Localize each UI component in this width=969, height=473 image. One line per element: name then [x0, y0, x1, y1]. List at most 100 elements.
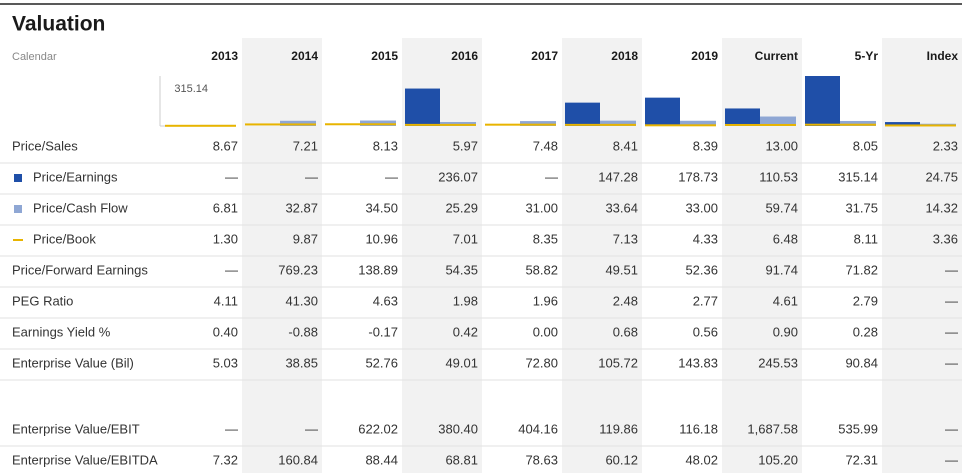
- cell: 25.29: [445, 200, 478, 215]
- cell: —: [385, 169, 398, 184]
- cell: 110.53: [759, 169, 798, 184]
- row-label: PEG Ratio: [12, 293, 73, 308]
- cell: -0.17: [368, 324, 398, 339]
- cell: 0.42: [453, 324, 478, 339]
- bar-line: [165, 124, 236, 127]
- bar-line: [725, 123, 796, 126]
- column-header: 2019: [691, 49, 718, 63]
- cell: —: [225, 421, 238, 436]
- cell: 71.82: [845, 262, 878, 277]
- cell: —: [945, 421, 958, 436]
- cell: 14.32: [925, 200, 958, 215]
- cell: 6.81: [213, 200, 238, 215]
- cell: 58.82: [525, 262, 558, 277]
- cell: -0.88: [288, 324, 318, 339]
- bar: [600, 120, 636, 126]
- cell: 178.73: [678, 169, 718, 184]
- column-header: 2017: [531, 49, 558, 63]
- cell: 147.28: [598, 169, 638, 184]
- column-header: 2018: [611, 49, 638, 63]
- cell: —: [945, 355, 958, 370]
- cell: —: [305, 421, 318, 436]
- cell: —: [225, 262, 238, 277]
- cell: 0.00: [533, 324, 558, 339]
- cell: 2.77: [693, 293, 718, 308]
- cell: —: [305, 169, 318, 184]
- cell: 1,687.58: [747, 421, 798, 436]
- cell: 0.56: [693, 324, 718, 339]
- cell: 9.87: [293, 231, 318, 246]
- cell: 31.00: [525, 200, 558, 215]
- cell: 7.21: [293, 138, 318, 153]
- cell: 0.40: [213, 324, 238, 339]
- cell: 2.79: [853, 293, 878, 308]
- scale-label: 315.14: [174, 83, 208, 95]
- cell: 2.33: [933, 138, 958, 153]
- cell: 33.64: [605, 200, 638, 215]
- cell: 105.20: [758, 452, 798, 467]
- row-label: Enterprise Value/EBIT: [12, 421, 140, 436]
- bar-line: [565, 123, 636, 126]
- cell: 5.03: [213, 355, 238, 370]
- bar: [280, 120, 316, 126]
- title: Valuation: [12, 13, 105, 36]
- cell: 88.44: [365, 452, 398, 467]
- legend-marker: [14, 205, 22, 213]
- cell: 8.41: [613, 138, 638, 153]
- cell: 91.74: [765, 262, 798, 277]
- cell: 119.86: [599, 421, 638, 436]
- bar-line: [885, 124, 956, 127]
- cell: 7.13: [613, 231, 638, 246]
- cell: 8.13: [373, 138, 398, 153]
- cell: 60.12: [605, 452, 638, 467]
- cell: 4.61: [773, 293, 798, 308]
- row-label: Price/Sales: [12, 138, 78, 153]
- row-label: Earnings Yield %: [12, 324, 111, 339]
- legend-marker: [14, 174, 22, 182]
- cell: 404.16: [518, 421, 558, 436]
- cell: 1.30: [213, 231, 238, 246]
- row-label: Price/Cash Flow: [33, 200, 128, 215]
- cell: 54.35: [445, 262, 478, 277]
- cell: 8.05: [853, 138, 878, 153]
- bar: [760, 116, 796, 126]
- cell: —: [225, 169, 238, 184]
- cell: 769.23: [278, 262, 318, 277]
- cell: 535.99: [838, 421, 878, 436]
- cell: 7.32: [213, 452, 238, 467]
- bar: [565, 102, 600, 126]
- cell: 41.30: [285, 293, 318, 308]
- cell: 1.98: [453, 293, 478, 308]
- cell: 72.31: [845, 452, 878, 467]
- cell: 105.72: [598, 355, 638, 370]
- cell: 0.68: [613, 324, 638, 339]
- bar-line: [805, 123, 876, 126]
- cell: 33.00: [685, 200, 718, 215]
- cell: —: [945, 262, 958, 277]
- bar-line: [645, 124, 716, 127]
- bar-line: [485, 123, 556, 126]
- row-label: Price/Forward Earnings: [12, 262, 148, 277]
- cell: 13.00: [765, 138, 798, 153]
- column-header: 2014: [291, 49, 318, 63]
- cell: 4.11: [214, 293, 238, 308]
- column-header: 2016: [451, 49, 478, 63]
- column-header: 5-Yr: [855, 49, 879, 63]
- cell: 4.63: [373, 293, 398, 308]
- cell: 1.96: [533, 293, 558, 308]
- cell: 32.87: [285, 200, 318, 215]
- row-label: Enterprise Value (Bil): [12, 355, 134, 370]
- cell: 245.53: [758, 355, 798, 370]
- cell: 49.51: [605, 262, 638, 277]
- cell: 31.75: [845, 200, 878, 215]
- cell: 8.67: [213, 138, 238, 153]
- cell: 143.83: [678, 355, 718, 370]
- cell: —: [945, 293, 958, 308]
- cell: 8.35: [533, 231, 558, 246]
- row-label: Price/Earnings: [33, 169, 118, 184]
- cell: 48.02: [685, 452, 718, 467]
- cell: 3.36: [933, 231, 958, 246]
- bar: [805, 76, 840, 126]
- cell: 90.84: [845, 355, 878, 370]
